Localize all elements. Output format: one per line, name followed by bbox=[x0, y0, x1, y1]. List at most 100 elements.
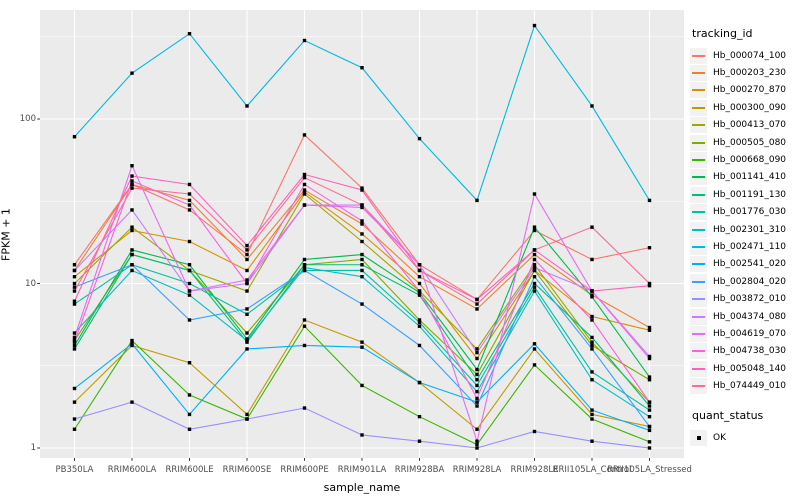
data-point bbox=[647, 400, 652, 404]
y-axis-title: FPKM + 1 bbox=[0, 208, 13, 261]
legend-key bbox=[690, 273, 707, 290]
data-point bbox=[532, 263, 537, 267]
data-point bbox=[245, 243, 249, 248]
data-point bbox=[532, 265, 537, 270]
legend-item-label: Hb_000300_090 bbox=[713, 102, 787, 113]
data-point bbox=[475, 396, 479, 401]
data-point bbox=[417, 318, 422, 322]
data-point bbox=[187, 268, 192, 273]
data-point bbox=[647, 283, 652, 288]
data-point bbox=[647, 404, 652, 408]
legend-key bbox=[690, 221, 707, 238]
data-point bbox=[590, 408, 594, 412]
legend-item-label: Hb_000074_100 bbox=[713, 50, 787, 61]
data-point bbox=[187, 412, 192, 417]
data-point bbox=[475, 372, 479, 377]
data-point bbox=[647, 356, 652, 361]
data-point bbox=[72, 302, 77, 306]
data-point bbox=[302, 257, 307, 262]
data-point bbox=[360, 203, 364, 207]
data-point bbox=[590, 439, 594, 443]
legend-key bbox=[690, 47, 707, 64]
legend-key bbox=[690, 169, 707, 186]
data-point bbox=[360, 232, 364, 236]
data-point bbox=[475, 427, 479, 431]
data-point bbox=[532, 281, 537, 286]
data-point bbox=[360, 219, 364, 223]
data-point bbox=[590, 289, 594, 293]
data-point bbox=[360, 263, 364, 267]
data-point bbox=[245, 257, 249, 262]
data-point bbox=[590, 225, 594, 229]
data-point bbox=[187, 263, 192, 267]
x-tick-label: RRII105LA_Stressed bbox=[607, 465, 692, 475]
legend-item-Hb_000300_090: Hb_000300_090 bbox=[690, 99, 800, 116]
data-point bbox=[72, 299, 77, 303]
legend-key bbox=[690, 65, 707, 82]
x-tick-label: RRII105LA_Control bbox=[552, 465, 632, 475]
data-point bbox=[475, 297, 479, 302]
data-point bbox=[590, 314, 594, 319]
x-axis-title: sample_name bbox=[323, 481, 401, 494]
legend-item-Hb_001776_030: Hb_001776_030 bbox=[690, 204, 800, 221]
legend-item-label: Hb_002804_020 bbox=[713, 276, 787, 287]
data-point bbox=[302, 406, 307, 410]
x-tick-label: RRIM600PE bbox=[280, 465, 329, 475]
data-point bbox=[130, 174, 134, 178]
data-point bbox=[245, 347, 249, 351]
legend-item-Hb_004738_030: Hb_004738_030 bbox=[690, 343, 800, 360]
data-point bbox=[532, 268, 537, 273]
legend-title-quant-status: quant_status bbox=[692, 408, 764, 422]
data-point bbox=[590, 257, 594, 262]
data-point bbox=[647, 446, 652, 450]
legend-key-line-icon bbox=[692, 280, 705, 283]
data-point bbox=[360, 268, 364, 273]
legend-key bbox=[690, 186, 707, 203]
legend-key-line-icon bbox=[692, 72, 705, 75]
data-point bbox=[417, 263, 422, 267]
ok-square-point-icon bbox=[696, 435, 701, 440]
x-tick-label: PB350LA bbox=[55, 465, 94, 475]
data-point bbox=[647, 325, 652, 330]
legend-key-line-icon bbox=[692, 124, 705, 127]
legend-item-label: Hb_000203_230 bbox=[713, 68, 787, 79]
legend-item-label: Hb_002471_110 bbox=[713, 241, 787, 252]
legend-key-line-icon bbox=[692, 245, 705, 248]
legend: tracking_id Hb_000074_100 Hb_000203_230 Hb… bbox=[690, 27, 800, 446]
data-point bbox=[245, 104, 249, 108]
legend-key bbox=[690, 82, 707, 99]
y-tick-label: 10 bbox=[25, 278, 36, 289]
data-point bbox=[72, 289, 77, 293]
legend-item-label: Hb_000668_090 bbox=[713, 155, 787, 166]
legend-key-line-icon bbox=[692, 159, 705, 162]
legend-item-Hb_000505_080: Hb_000505_080 bbox=[690, 134, 800, 151]
data-point bbox=[245, 248, 249, 252]
data-point bbox=[360, 186, 364, 190]
data-point bbox=[360, 274, 364, 279]
data-point bbox=[475, 404, 479, 408]
legend-key-line-icon bbox=[692, 385, 705, 388]
data-point bbox=[360, 340, 364, 344]
legend-item-Hb_004619_070: Hb_004619_070 bbox=[690, 325, 800, 342]
legend-key-line-icon bbox=[692, 332, 705, 335]
legend-item-label: Hb_001141_410 bbox=[713, 172, 787, 183]
data-point bbox=[360, 302, 364, 306]
data-point bbox=[187, 281, 192, 286]
legend-item-Hb_002804_020: Hb_002804_020 bbox=[690, 273, 800, 290]
legend-item-label: Hb_005048_140 bbox=[713, 363, 787, 374]
data-point bbox=[245, 278, 249, 282]
x-tick-label: RRIM600LA bbox=[107, 465, 157, 475]
data-point bbox=[532, 248, 537, 252]
data-point bbox=[532, 342, 537, 346]
legend-key-line-icon bbox=[692, 315, 705, 318]
legend-item-label: Hb_001191_130 bbox=[713, 189, 787, 200]
data-point bbox=[647, 375, 652, 379]
data-point bbox=[302, 318, 307, 322]
data-point bbox=[187, 289, 192, 293]
data-point bbox=[130, 164, 134, 168]
data-point bbox=[72, 347, 77, 351]
legend-item-Hb_002541_020: Hb_002541_020 bbox=[690, 256, 800, 273]
data-point bbox=[417, 268, 422, 273]
data-point bbox=[532, 257, 537, 262]
